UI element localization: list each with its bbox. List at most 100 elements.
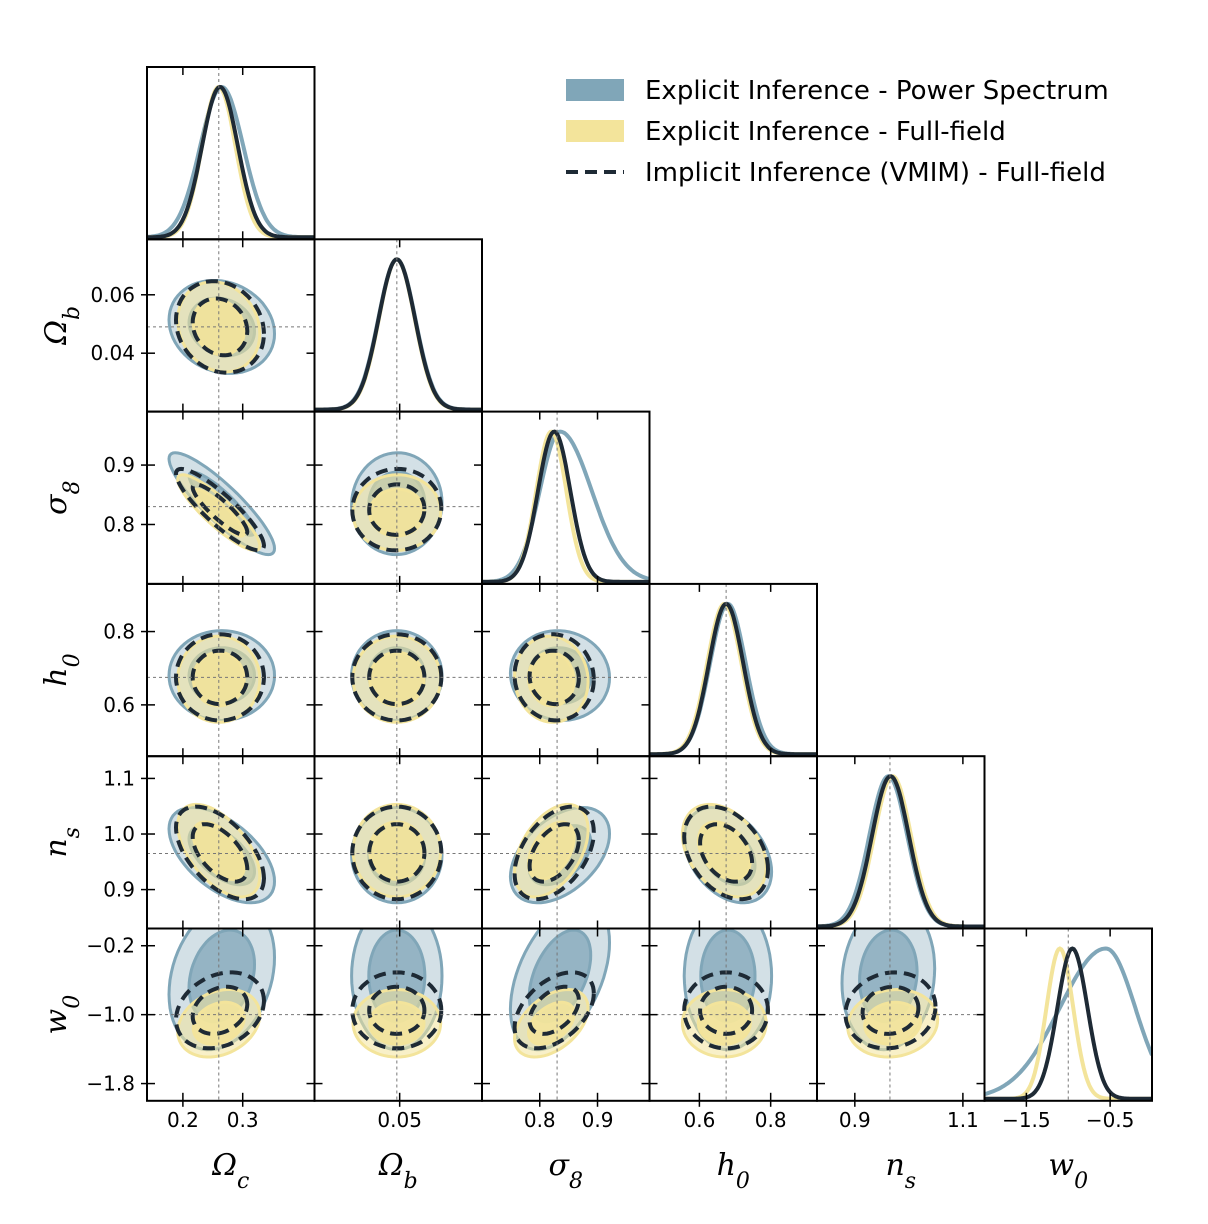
panel-ob-ob xyxy=(313,238,483,413)
panel-content xyxy=(817,928,985,1101)
panel-ns-h0 xyxy=(648,755,818,930)
panel-w0-oc xyxy=(146,927,316,1102)
panel-content xyxy=(314,583,482,757)
panel-ns-ob xyxy=(313,755,483,930)
panel-content xyxy=(147,756,315,929)
x-tick-label-w0: −0.5 xyxy=(1086,1108,1135,1132)
y-tick-label-s8: 0.8 xyxy=(103,512,135,536)
x-axis-label-w0: w0 xyxy=(1048,1148,1088,1194)
panel-h0-s8 xyxy=(481,582,651,758)
panel-ns-s8 xyxy=(481,755,651,930)
contour-vmim-1.52 xyxy=(190,984,250,1036)
panel-w0-ob xyxy=(313,927,483,1102)
marginal-curve-vmim-ob xyxy=(314,257,482,412)
panel-content xyxy=(984,928,1152,1101)
contour-vmim-1.52 xyxy=(698,822,755,884)
x-axis-label-oc: Ωc xyxy=(211,1148,249,1194)
panel-h0-h0 xyxy=(648,582,818,758)
contour-vmim-1.52 xyxy=(367,482,427,537)
contour-vmim-1.52 xyxy=(190,648,250,707)
contour-vmim-2.45 xyxy=(512,632,596,723)
panel-frame xyxy=(816,755,986,930)
panel-content xyxy=(314,928,482,1101)
marginal-curve-vmim-oc xyxy=(147,84,315,240)
y-axis-label-ob: Ωb xyxy=(39,306,85,346)
panel-content xyxy=(314,411,482,584)
contour-vmim-1.52 xyxy=(527,648,581,707)
x-axis-label-ob: Ωb xyxy=(378,1148,418,1194)
contour-vmim-2.45 xyxy=(173,804,267,902)
y-axis-label-sub: b xyxy=(60,306,85,320)
panel-content xyxy=(314,756,482,929)
panel-w0-h0 xyxy=(648,927,818,1102)
contour-vmim-1.52 xyxy=(860,984,921,1036)
y-tick-label-ob: 0.06 xyxy=(90,283,135,307)
contour-vmim-2.45 xyxy=(173,279,267,375)
contour-vmim-1.52 xyxy=(527,822,581,884)
panel-frame xyxy=(313,238,483,413)
y-axis-label-sub: 0 xyxy=(60,995,85,1009)
panel-content xyxy=(147,67,315,240)
panel-content xyxy=(147,239,315,412)
contour-vmim-2.45 xyxy=(173,632,267,723)
contour-vmim-2.45 xyxy=(843,970,938,1051)
panel-w0-s8 xyxy=(481,927,651,1102)
x-axis-label-sub: 0 xyxy=(736,1168,750,1193)
x-axis-label-sub: 0 xyxy=(1074,1168,1088,1193)
x-tick-label-oc: 0.2 xyxy=(167,1108,199,1132)
marginal-curve-vmim-s8 xyxy=(482,429,650,584)
marginal-curve-ps-s8 xyxy=(482,429,650,584)
legend-label-full-field: Explicit Inference - Full-field xyxy=(645,117,1006,147)
contour-vmim-1.52 xyxy=(367,984,427,1036)
panel-content xyxy=(649,583,817,757)
contour-68-ff xyxy=(696,1000,752,1046)
y-axis-label-w0: w0 xyxy=(39,995,85,1035)
panel-ns-ns xyxy=(816,755,986,930)
panel-h0-oc xyxy=(146,582,316,758)
x-axis-label-ns: ns xyxy=(885,1148,916,1194)
legend: Explicit Inference - Power Spectrum Expl… xyxy=(566,76,1109,188)
panel-content xyxy=(147,583,315,757)
legend-label-vmim: Implicit Inference (VMIM) - Full-field xyxy=(645,158,1106,188)
panel-s8-oc xyxy=(146,410,316,585)
y-tick-label-ns: 1.1 xyxy=(103,766,135,790)
panel-w0-w0 xyxy=(983,927,1153,1102)
contour-vmim-1.52 xyxy=(527,984,581,1036)
y-tick-label-h0: 0.8 xyxy=(103,620,135,644)
marginal-curve-ps-ob xyxy=(314,257,482,412)
y-tick-label-ns: 0.9 xyxy=(103,878,135,902)
x-axis-label-s8: σ8 xyxy=(549,1148,583,1194)
marginal-curve-vmim-ns xyxy=(817,774,985,929)
y-tick-label-w0: −0.2 xyxy=(86,934,135,958)
y-tick-label-w0: −1.8 xyxy=(86,1072,135,1096)
x-axis-label-sub: 8 xyxy=(569,1168,583,1193)
panel-h0-ob xyxy=(313,582,483,758)
marginal-curve-ff-h0 xyxy=(649,601,817,757)
panel-content xyxy=(147,411,315,584)
x-tick-label-w0: −1.5 xyxy=(1002,1108,1051,1132)
panel-s8-s8 xyxy=(481,410,651,585)
x-tick-label-h0: 0.6 xyxy=(683,1108,715,1132)
marginal-curve-vmim-h0 xyxy=(649,601,817,757)
contour-vmim-2.45 xyxy=(682,970,771,1051)
x-tick-label-ns: 1.1 xyxy=(947,1108,979,1132)
contour-68-ff xyxy=(526,1000,576,1046)
panel-oc-oc xyxy=(146,66,316,241)
y-tick-label-s8: 0.9 xyxy=(103,453,135,477)
panel-frame xyxy=(983,927,1153,1102)
y-tick-label-ns: 1.0 xyxy=(103,822,135,846)
panel-content xyxy=(482,411,650,584)
legend-swatch-power-spectrum xyxy=(566,79,624,101)
contour-vmim-2.45 xyxy=(350,466,444,553)
legend-swatch-full-field xyxy=(566,120,624,142)
x-tick-label-h0: 0.8 xyxy=(755,1108,787,1132)
x-axis-label-h0: h0 xyxy=(717,1148,750,1194)
contour-vmim-2.45 xyxy=(173,970,267,1051)
x-axis-label-sub: s xyxy=(905,1168,916,1193)
contour-vmim-1.52 xyxy=(367,822,427,884)
panel-w0-ns xyxy=(816,927,986,1102)
y-tick-label-ob: 0.04 xyxy=(90,341,135,365)
x-tick-label-ns: 0.9 xyxy=(839,1108,871,1132)
y-axis-label-sub: s xyxy=(60,827,85,838)
panel-content xyxy=(482,583,650,757)
